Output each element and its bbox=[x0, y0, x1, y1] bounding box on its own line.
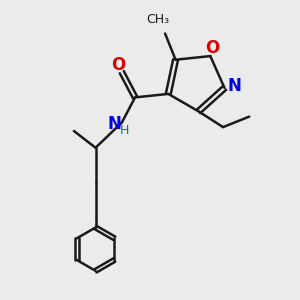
Text: H: H bbox=[120, 124, 129, 137]
Text: O: O bbox=[205, 39, 219, 57]
Text: CH₃: CH₃ bbox=[146, 13, 169, 26]
Text: N: N bbox=[107, 115, 121, 133]
Text: O: O bbox=[111, 56, 125, 74]
Text: N: N bbox=[227, 77, 241, 95]
